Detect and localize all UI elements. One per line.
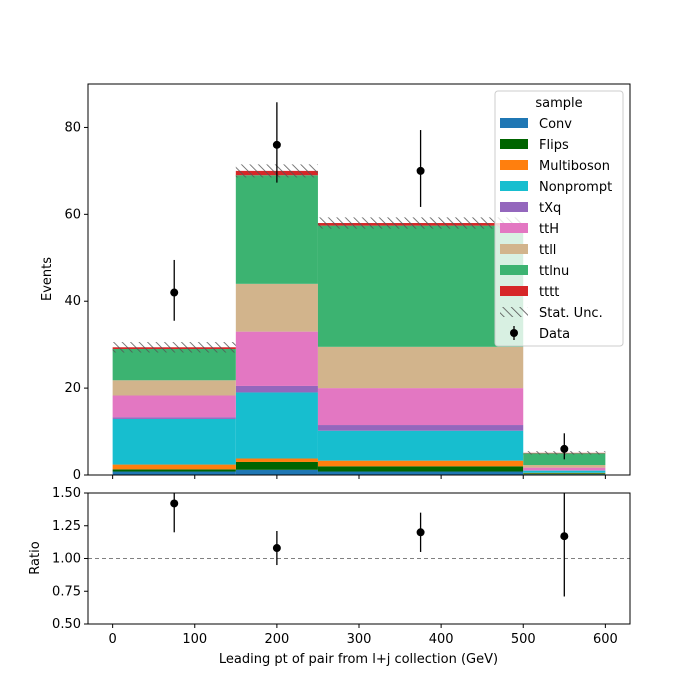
legend-swatch-ttll xyxy=(500,244,528,254)
ratio-point xyxy=(560,532,569,541)
stat-unc-bin-0 xyxy=(112,342,236,353)
bar-conv-bin-2 xyxy=(317,471,524,475)
legend-swatch-stat-unc xyxy=(500,307,528,317)
legend-label: Stat. Unc. xyxy=(539,306,603,321)
legend-title: sample xyxy=(535,96,582,111)
legend-label: Flips xyxy=(539,138,569,153)
data-point xyxy=(560,444,569,453)
legend-label: tXq xyxy=(539,201,561,216)
legend-swatch-tth xyxy=(500,223,528,233)
bar-nonprompt-bin-2 xyxy=(317,430,524,461)
x-tick-label: 600 xyxy=(593,632,618,647)
bar-ttll-bin-2 xyxy=(317,346,524,389)
ratio-y-tick-label: 0.75 xyxy=(52,584,81,599)
legend-swatch-flips xyxy=(500,139,528,149)
bar-ttll-bin-0 xyxy=(112,380,236,396)
ratio-y-axis-label: Ratio xyxy=(28,541,43,574)
main-y-axis-label: Events xyxy=(40,257,55,301)
x-tick-label: 400 xyxy=(429,632,454,647)
bar-txq-bin-0 xyxy=(112,417,236,419)
x-tick-label: 200 xyxy=(264,632,289,647)
main-y-tick-label: 0 xyxy=(73,468,81,483)
bar-conv-bin-1 xyxy=(235,469,318,475)
legend-label: Conv xyxy=(539,117,572,132)
x-axis-label: Leading pt of pair from l+j collection (… xyxy=(219,652,498,667)
main-y-tick-label: 40 xyxy=(64,294,81,309)
ratio-panel: 0.50 0.75 1.00 1.25 1.50 0 100 200 300 400 500 600 xyxy=(52,486,631,647)
legend: sample Conv Flips Multiboson Nonprompt tXq ttH… xyxy=(494,90,624,347)
ratio-y-tick-label: 1.50 xyxy=(52,486,81,501)
legend-swatch-ttlnu xyxy=(500,265,528,275)
bar-nonprompt-bin-1 xyxy=(235,392,318,459)
bar-flips-bin-3 xyxy=(523,473,606,475)
x-tick-label: 500 xyxy=(511,632,536,647)
legend-label: Multiboson xyxy=(539,159,610,174)
legend-data-marker xyxy=(510,329,518,337)
bar-ttlnu-bin-2 xyxy=(317,225,524,347)
bar-tth-bin-0 xyxy=(112,395,236,418)
bar-nonprompt-bin-3 xyxy=(523,470,606,473)
ratio-point xyxy=(272,544,281,553)
ratio-point xyxy=(170,499,179,508)
bar-flips-bin-0 xyxy=(112,469,236,472)
bar-txq-bin-1 xyxy=(235,385,318,393)
bar-multiboson-bin-1 xyxy=(235,458,318,462)
bar-ttlnu-bin-1 xyxy=(235,175,318,284)
bar-txq-bin-2 xyxy=(317,425,524,431)
ratio-point xyxy=(416,528,425,537)
legend-label: Nonprompt xyxy=(539,180,612,195)
legend-swatch-tttt xyxy=(500,286,528,296)
ratio-y-tick-label: 0.50 xyxy=(52,617,81,632)
x-tick-label: 0 xyxy=(108,632,116,647)
legend-label: tttt xyxy=(539,285,559,300)
legend-swatch-nonprompt xyxy=(500,181,528,191)
bar-ttlnu-bin-0 xyxy=(112,349,236,381)
bar-conv-bin-0 xyxy=(112,471,236,475)
data-point xyxy=(170,288,179,297)
bar-flips-bin-1 xyxy=(235,461,318,470)
bar-flips-bin-2 xyxy=(317,466,524,472)
x-tick-label: 300 xyxy=(347,632,372,647)
bar-multiboson-bin-2 xyxy=(317,460,524,467)
legend-swatch-conv xyxy=(500,118,528,128)
main-y-tick-label: 20 xyxy=(64,381,81,396)
main-y-tick-label: 80 xyxy=(64,120,81,135)
bar-multiboson-bin-0 xyxy=(112,464,236,470)
legend-label: ttll xyxy=(539,243,556,258)
bar-tth-bin-3 xyxy=(523,467,606,471)
data-point xyxy=(416,166,425,175)
bar-tth-bin-2 xyxy=(317,388,524,426)
main-panel: 0 20 40 60 80 xyxy=(64,83,631,483)
legend-box xyxy=(494,90,624,347)
legend-swatch-txq xyxy=(500,202,528,212)
x-tick-label: 100 xyxy=(182,632,207,647)
ratio-y-tick-label: 1.25 xyxy=(52,519,81,534)
legend-label: Data xyxy=(539,327,570,342)
bar-ttll-bin-1 xyxy=(235,283,318,332)
legend-label: ttlnu xyxy=(539,264,569,279)
bar-tth-bin-1 xyxy=(235,331,318,386)
stat-unc-bin-2 xyxy=(317,217,524,229)
main-y-tick-label: 60 xyxy=(64,207,81,222)
bar-ttll-bin-3 xyxy=(523,465,606,468)
ratio-frame xyxy=(87,492,631,625)
bar-nonprompt-bin-0 xyxy=(112,418,236,465)
data-point xyxy=(272,140,281,149)
legend-swatch-multiboson xyxy=(500,160,528,170)
legend-label: ttH xyxy=(539,222,559,237)
ratio-y-tick-label: 1.00 xyxy=(52,552,81,567)
